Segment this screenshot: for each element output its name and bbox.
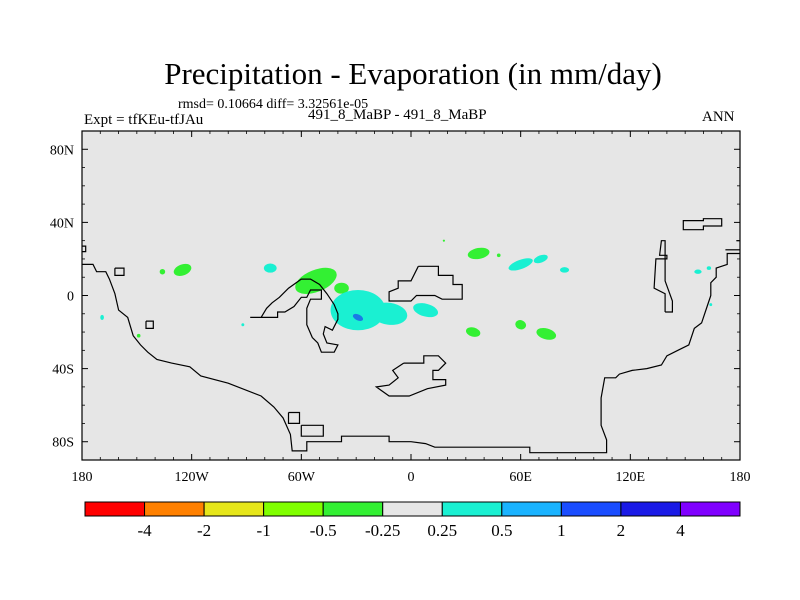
colorbar-labels: -4 -2 -1 -0.5 -0.25 0.25 0.5 1 2 4	[137, 521, 685, 540]
colorbar-box	[322, 501, 384, 517]
y-tick-label: 40S	[52, 363, 74, 378]
anomaly-patch	[559, 267, 570, 273]
anomaly-patch	[295, 267, 337, 294]
coastline	[250, 278, 339, 353]
colorbar-box	[501, 501, 562, 517]
colorbar-box	[620, 501, 681, 517]
colorbar-box	[84, 501, 146, 517]
y-tick-label: 80S	[52, 436, 74, 451]
anomaly-patch	[330, 290, 386, 331]
anomaly-patch	[465, 327, 481, 337]
coastline-layer	[82, 218, 740, 454]
colorbar-label: -0.25	[365, 521, 400, 540]
colorbar-box	[679, 501, 741, 517]
y-tick-label: 40N	[50, 216, 74, 231]
coastline	[374, 355, 447, 397]
colorbar-box	[441, 501, 503, 517]
anomaly-patch	[496, 253, 501, 258]
anomaly-patch	[159, 268, 166, 275]
anomaly-patch	[173, 263, 192, 276]
coastline	[145, 320, 154, 329]
anomaly-patch	[706, 266, 712, 270]
colorbar-label: 1	[557, 521, 566, 540]
colorbar-box	[560, 501, 622, 517]
anomaly-patch	[467, 247, 490, 260]
anomaly-patch	[263, 263, 277, 273]
plot-background	[82, 131, 740, 460]
y-tick-label: 0	[67, 290, 74, 305]
anomaly-patch	[413, 303, 439, 318]
coastline	[114, 267, 125, 276]
season-label: ANN	[702, 109, 735, 125]
x-tick-label: 180	[730, 470, 751, 485]
difference-label: 491_8_MaBP - 491_8_MaBP	[308, 107, 487, 123]
y-tick-label: 80N	[50, 143, 74, 158]
colorbar-box	[144, 501, 205, 517]
chart-title: Precipitation - Evaporation (in mm/day)	[164, 56, 662, 91]
colorbar-box	[382, 501, 443, 517]
coastline	[82, 245, 87, 253]
colorbar-boxes	[84, 501, 741, 517]
anomaly-patch	[100, 314, 104, 320]
coastline	[388, 265, 463, 302]
x-tick-label: 60W	[288, 470, 316, 485]
x-tick-label: 0	[408, 470, 415, 485]
colorbar-box	[203, 501, 265, 517]
anomaly-patch	[370, 302, 408, 325]
coastline	[82, 252, 740, 454]
x-tick-label: 120E	[616, 470, 646, 485]
axis-ticks: 180 120W 60W 0 60E 120E 180 80N 40N 0 40S 80S	[50, 131, 751, 485]
colorbar-label: 2	[617, 521, 626, 540]
anomaly-patch	[508, 258, 533, 271]
colorbar-label: 4	[676, 521, 685, 540]
colorbar-box	[263, 501, 324, 517]
anomaly-patch	[694, 269, 702, 274]
rmsd-diff-stats: rmsd= 0.10664 diff= 3.32561e-05	[178, 97, 369, 112]
colorbar-label: -1	[257, 521, 271, 540]
x-tick-label: 180	[72, 470, 93, 485]
colorbar-label: -2	[197, 521, 211, 540]
colorbar-label: -0.5	[310, 521, 337, 540]
coastline	[287, 411, 301, 424]
anomaly-patch	[442, 239, 445, 242]
anomaly-patch	[515, 320, 527, 330]
x-tick-label: 120W	[175, 470, 210, 485]
anomaly-patch	[334, 282, 349, 294]
coastline	[682, 218, 723, 231]
colorbar-label: -4	[137, 521, 152, 540]
colorbar-label: 0.5	[491, 521, 512, 540]
anomaly-patch	[241, 323, 245, 327]
experiment-label: Expt = tfKEu-tfJAu	[84, 112, 204, 128]
colorbar-label: 0.25	[427, 521, 457, 540]
x-tick-label: 60E	[509, 470, 532, 485]
coastline	[300, 424, 324, 437]
anomaly-layer	[100, 239, 713, 340]
anomaly-patch	[709, 303, 713, 307]
anomaly-patch	[533, 254, 548, 264]
anomaly-patch	[536, 327, 557, 340]
coastline	[653, 240, 674, 313]
anomaly-patch	[352, 313, 364, 321]
anomaly-patch	[136, 333, 141, 338]
